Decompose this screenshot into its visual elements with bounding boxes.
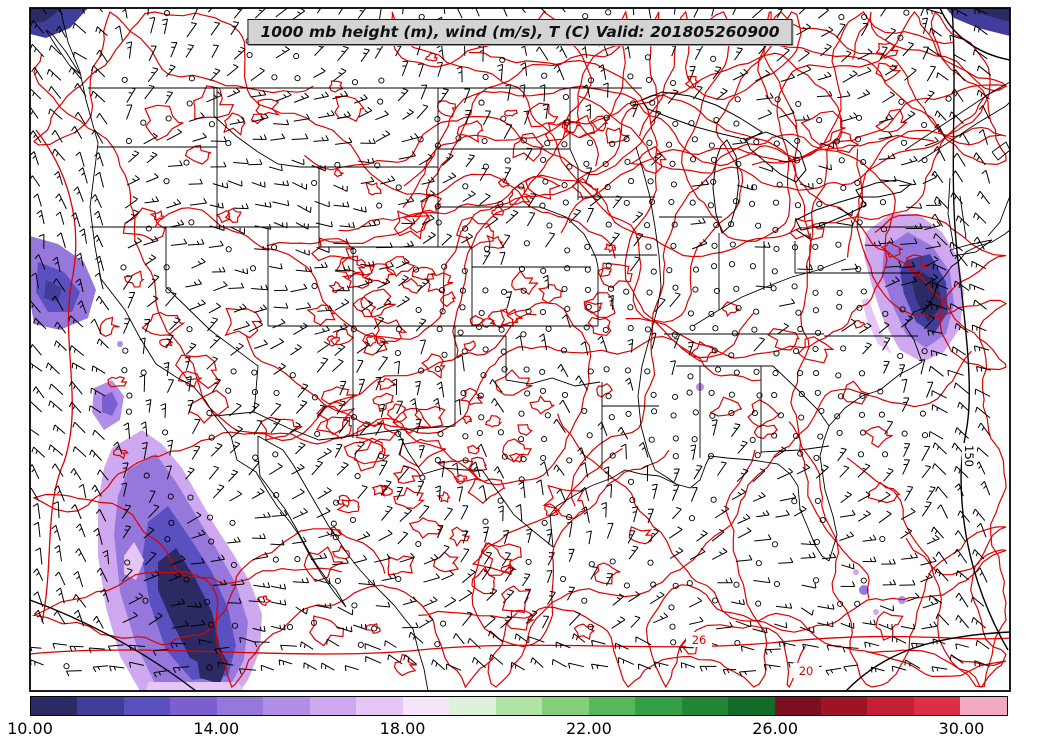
colorbar-segment <box>123 697 171 715</box>
colorbar-segment <box>495 697 543 715</box>
colorbar-tick-label: 10.00 <box>7 719 53 738</box>
colorbar-tick-label: 26.00 <box>752 719 799 738</box>
colorbar-tick-labels: 10.00 14.00 18.00 22.00 26.00 30.00 <box>7 719 1008 739</box>
colorbar-segment <box>263 697 310 715</box>
colorbar-tick-label: 18.00 <box>379 719 426 738</box>
colorbar-segment <box>31 697 78 715</box>
colorbar-segment <box>216 697 264 715</box>
plot-title: 1000 mb height (m), wind (m/s), T (C) Va… <box>247 19 793 45</box>
colorbar-segment <box>820 697 868 715</box>
colorbar-segment <box>681 697 729 715</box>
colorbar-segment <box>356 697 403 715</box>
colorbar-segment <box>309 697 357 715</box>
colorbar-segment <box>449 697 496 715</box>
geography-layer <box>45 8 1010 691</box>
colorbar-segment <box>913 697 961 715</box>
svg-text:150: 150 <box>962 445 976 467</box>
map-frame <box>29 7 1011 692</box>
map-layers: 150 20 26 <box>30 8 1010 691</box>
colorbar-segment <box>588 697 636 715</box>
colorbar-segment <box>728 697 775 715</box>
colorbar-segment <box>77 697 124 715</box>
temperature-colorbar <box>30 696 1008 716</box>
wind-barbs-layer <box>30 8 992 678</box>
height-contour-label: 150 <box>962 443 977 469</box>
colorbar-segment <box>635 697 682 715</box>
colorbar-segment <box>542 697 589 715</box>
colorbar-segment <box>402 697 450 715</box>
temperature-contour-label: 20 <box>793 663 819 678</box>
svg-text:26: 26 <box>692 633 707 647</box>
colorbar-segment <box>170 697 217 715</box>
colorbar-segment <box>867 697 914 715</box>
colorbar-tick-label: 14.00 <box>193 719 240 738</box>
contour-labels-layer: 150 20 26 <box>686 443 977 678</box>
colorbar-segment <box>774 697 821 715</box>
svg-text:20: 20 <box>799 664 814 678</box>
temperature-contour-label: 26 <box>686 632 712 647</box>
colorbar-tick-label: 30.00 <box>938 719 985 738</box>
temperature-shading-layer <box>30 8 1010 691</box>
colorbar-tick-label: 22.00 <box>565 719 612 738</box>
colorbar-segment <box>960 697 1007 715</box>
